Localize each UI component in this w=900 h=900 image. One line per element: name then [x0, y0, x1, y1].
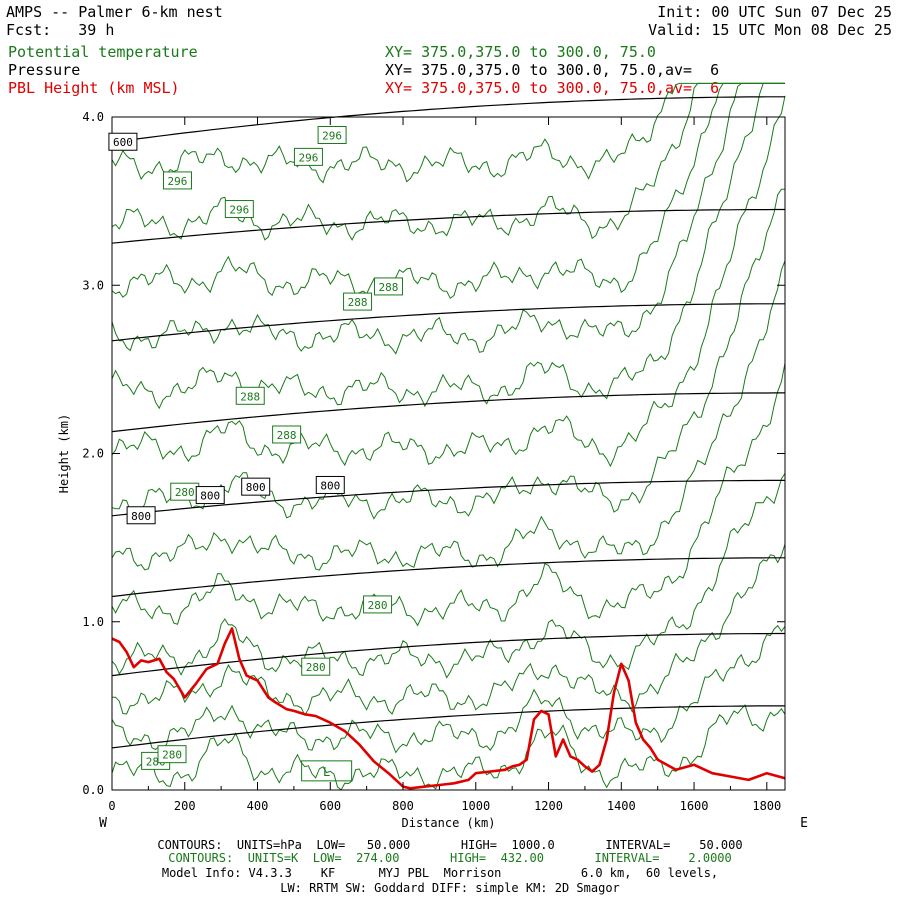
pressure-contour-line [111, 705, 785, 749]
contour-label: 600 [113, 136, 133, 149]
field-pbl-name: PBL Height (km MSL) [8, 79, 180, 97]
contour-label: 288 [277, 429, 297, 442]
terrain-label: L [323, 765, 330, 779]
field-pressure-name: Pressure [8, 61, 81, 79]
contour-label-box [301, 657, 331, 676]
theta-contours [111, 82, 786, 791]
contour-label-box [373, 277, 403, 296]
contour-label: 296 [322, 130, 342, 143]
theta-contour-line [111, 82, 785, 300]
contour-label: 280 [306, 661, 326, 674]
x-tick-label: 1800 [752, 799, 781, 813]
pressure-contour-line [111, 632, 785, 677]
x-tick-label: 200 [174, 799, 196, 813]
theta-contour-line [111, 624, 786, 754]
contour-label-box [157, 745, 187, 764]
axes: 0 200 400 600 800 1000 1200 1400 1600 1800 0.0 1.0 2… [57, 110, 808, 831]
contour-label-box [343, 292, 373, 311]
contour-label-box [162, 171, 192, 190]
contour-label: 280 [162, 749, 182, 762]
valid-time: Valid: 15 UTC Mon 08 Dec 25 [648, 21, 892, 39]
contour-label-box [315, 475, 345, 494]
theta-contour-line [111, 82, 785, 355]
theta-contour-line [111, 363, 786, 627]
theta-contour-line [111, 82, 785, 184]
contour-label: 296 [299, 151, 319, 164]
footer-pressure-contours: CONTOURS: UNITS=hPa LOW= 50.000 HIGH= 10… [157, 838, 743, 852]
fcst-value: 39 h [78, 21, 115, 39]
contour-label-box [235, 386, 265, 405]
pressure-contour-line [111, 208, 785, 244]
contour-label: 800 [320, 479, 340, 492]
y-tick-label: 2.0 [82, 447, 104, 461]
fcst-label: Fcst: [6, 21, 52, 39]
theta-contour-line [111, 260, 786, 571]
contour-label: 288 [379, 281, 399, 294]
contour-label-box [272, 425, 302, 444]
y-tick-label: 4.0 [82, 110, 104, 124]
forecast-hour: Fcst: 39 h [6, 21, 114, 39]
contour-label: 296 [168, 175, 188, 188]
theta-contour-line [111, 82, 785, 241]
y-axis-label: Height (km) [57, 414, 71, 493]
contour-label: 800 [200, 490, 220, 503]
west-label: W [99, 816, 107, 831]
pressure-contour-line [111, 392, 785, 433]
y-tick-label: 0.0 [82, 783, 104, 797]
x-tick-label: 1000 [461, 799, 490, 813]
contour-label: 296 [229, 204, 249, 217]
contour-label-box [195, 486, 225, 505]
contour-label: 280 [175, 486, 195, 499]
x-axis-label: Distance (km) [402, 816, 496, 830]
footer-theta-contours: CONTOURS: UNITS=K LOW= 274.00 HIGH= 432.… [168, 851, 732, 865]
terrain-marks: L [301, 760, 353, 782]
pbl-series [111, 627, 786, 790]
field-pbl-xy: XY= 375.0,375.0 to 300.0, 75.0,av= 6 [385, 79, 720, 97]
pressure-contour-line [111, 96, 785, 143]
x-tick-label: 0 [108, 799, 115, 813]
contour-label-box [224, 200, 254, 219]
x-tick-label: 400 [247, 799, 269, 813]
contour-label: 280 [368, 599, 388, 612]
contour-label-box [241, 477, 271, 496]
pressure-contours [111, 96, 785, 749]
contour-label-box [126, 506, 156, 525]
field-theta-xy: XY= 375.0,375.0 to 300.0, 75.0 [385, 43, 656, 61]
footer-model-info: Model Info: V4.3.3 KF MYJ PBL Morrison 6… [161, 866, 719, 880]
x-tick-label: 600 [319, 799, 341, 813]
contour-label: 288 [240, 390, 260, 403]
theta-contour-line [111, 82, 785, 410]
contour-label-box [108, 132, 138, 151]
contour-label-box [317, 126, 347, 145]
pressure-contour-line [111, 557, 785, 598]
east-label: E [800, 816, 808, 831]
contour-label: 800 [246, 481, 266, 494]
x-tick-label: 1400 [607, 799, 636, 813]
init-time: Init: 00 UTC Sun 07 Dec 25 [657, 3, 892, 21]
field-pressure-xy: XY= 375.0,375.0 to 300.0, 75.0,av= 6 [385, 61, 720, 79]
contour-label: 800 [131, 510, 151, 523]
chart-title: AMPS -- Palmer 6-km nest [6, 3, 223, 21]
pressure-contour-line [111, 479, 785, 517]
theta-contour-line [111, 188, 786, 520]
x-tick-label: 800 [392, 799, 414, 813]
footer-physics: LW: RRTM SW: Goddard DIFF: simple KM: 2D… [280, 881, 620, 895]
y-tick-label: 3.0 [82, 278, 104, 292]
theta-contour-line [111, 704, 786, 791]
pbl-height-line [111, 627, 786, 790]
theta-contour-line [111, 95, 786, 468]
x-tick-label: 1200 [534, 799, 563, 813]
contour-label-box [363, 595, 393, 614]
y-tick-label: 1.0 [82, 615, 104, 629]
contour-label-box [293, 147, 323, 166]
pressure-contour-line [111, 303, 785, 342]
contour-label: 288 [348, 296, 368, 309]
theta-contour-line [112, 543, 786, 717]
x-tick-label: 1600 [680, 799, 709, 813]
terrain-box [301, 760, 353, 782]
theta-contour-line [111, 473, 786, 679]
field-theta-name: Potential temperature [8, 43, 198, 61]
